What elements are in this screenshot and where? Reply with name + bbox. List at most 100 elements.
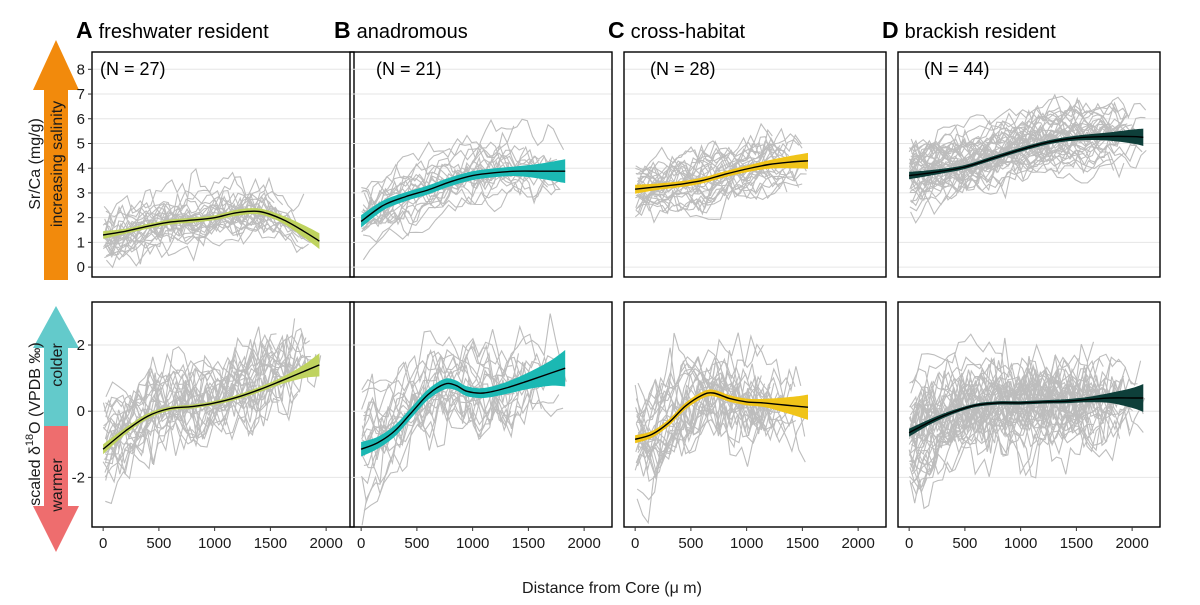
individual-trace bbox=[911, 96, 1147, 153]
individual-traces bbox=[102, 167, 311, 269]
x-tick-label: 0 bbox=[99, 535, 107, 552]
individual-trace bbox=[911, 106, 1128, 158]
n-count-label: (N = 27) bbox=[100, 59, 166, 79]
individual-trace bbox=[363, 149, 552, 224]
individual-trace bbox=[634, 134, 802, 190]
individual-trace bbox=[102, 176, 305, 228]
x-tick-label: 1000 bbox=[198, 535, 231, 552]
y-tick-label: 0 bbox=[77, 403, 85, 420]
individual-trace bbox=[911, 375, 1076, 484]
x-tick-label: 500 bbox=[404, 535, 429, 552]
individual-trace bbox=[104, 205, 297, 256]
individual-trace bbox=[104, 350, 299, 478]
panel-b-srca: (N = 21) bbox=[349, 51, 613, 278]
y-tick-label: 2 bbox=[77, 337, 85, 354]
panel-frame bbox=[91, 301, 355, 528]
individual-trace bbox=[636, 367, 792, 443]
y-tick-label: 8 bbox=[77, 61, 85, 78]
individual-trace bbox=[909, 363, 1125, 440]
n-count-label: (N = 44) bbox=[924, 59, 990, 79]
confidence-ribbon bbox=[361, 350, 566, 457]
individual-trace bbox=[104, 355, 296, 475]
confidence-ribbon bbox=[361, 159, 566, 228]
individual-trace bbox=[908, 113, 1076, 155]
x-tick-label: 2000 bbox=[309, 535, 342, 552]
x-tick-label: 500 bbox=[146, 535, 171, 552]
individual-trace bbox=[361, 118, 565, 190]
panel-letter: C bbox=[608, 17, 625, 43]
y-tick-label: 5 bbox=[77, 135, 85, 152]
individual-trace bbox=[635, 167, 764, 204]
x-tick-label: 2000 bbox=[567, 535, 600, 552]
individual-trace bbox=[361, 167, 548, 225]
x-tick-label: 1500 bbox=[254, 535, 287, 552]
panel-letter: B bbox=[334, 17, 351, 43]
y-tick-label: 4 bbox=[77, 160, 85, 177]
y-tick-label: 1 bbox=[77, 234, 85, 251]
y-tick-label: 3 bbox=[77, 185, 85, 202]
panel-frame bbox=[91, 51, 355, 278]
individual-trace bbox=[105, 190, 271, 227]
individual-trace bbox=[638, 133, 803, 174]
individual-trace bbox=[910, 95, 1076, 158]
individual-trace bbox=[636, 377, 771, 433]
individual-trace bbox=[910, 102, 1126, 166]
individual-trace bbox=[363, 144, 532, 216]
individual-trace bbox=[105, 326, 298, 455]
individual-trace bbox=[363, 160, 516, 219]
individual-trace bbox=[105, 198, 309, 245]
mean-trend-line bbox=[360, 170, 566, 222]
warmer-arrow-head bbox=[33, 506, 79, 552]
individual-trace bbox=[909, 356, 1122, 444]
panel-letter: A bbox=[76, 17, 93, 43]
left-arrows: increasing salinity colder warmer Sr/Ca … bbox=[24, 40, 79, 552]
panel-frame bbox=[349, 51, 613, 278]
panel-d-srca: (N = 44) bbox=[897, 51, 1161, 278]
y-axis-title-d18o: scaled δ18O (VPDB ‰) bbox=[24, 342, 44, 505]
x-tick-label: 0 bbox=[905, 535, 913, 552]
panel-frame bbox=[623, 51, 887, 278]
individual-trace bbox=[361, 339, 543, 430]
x-axis-title: Distance from Core (μ m) bbox=[522, 580, 702, 597]
x-tick-label: 0 bbox=[631, 535, 639, 552]
x-tick-label: 2000 bbox=[1115, 535, 1148, 552]
individual-trace bbox=[361, 125, 515, 207]
y-tick-label: 6 bbox=[77, 111, 85, 128]
x-tick-label: 1000 bbox=[1004, 535, 1037, 552]
individual-trace bbox=[909, 128, 1147, 190]
x-tick-label: 1500 bbox=[1060, 535, 1093, 552]
individual-trace bbox=[363, 329, 523, 421]
individual-trace bbox=[362, 173, 561, 261]
mean-trend-line bbox=[634, 392, 809, 440]
x-tick-label: 1000 bbox=[456, 535, 489, 552]
colder-arrow-label: colder bbox=[49, 343, 66, 387]
individual-trace bbox=[909, 380, 1144, 483]
individual-trace bbox=[909, 343, 1138, 416]
y-axis-title-d18o-prefix: scaled δ bbox=[27, 446, 44, 506]
panel-title-text: cross-habitat bbox=[631, 21, 746, 43]
panel-frame bbox=[349, 301, 613, 528]
individual-trace bbox=[909, 333, 1095, 414]
individual-trace bbox=[637, 403, 765, 460]
individual-trace bbox=[911, 369, 1105, 425]
individual-trace bbox=[636, 136, 800, 186]
panel-frame bbox=[623, 301, 887, 528]
individual-trace bbox=[638, 156, 777, 200]
panel-d-d18o: 0 500 1000 1500 2000 bbox=[897, 301, 1161, 552]
mean-trend-line bbox=[635, 160, 809, 190]
salinity-arrow-label: increasing salinity bbox=[49, 101, 66, 227]
confidence-ribbon bbox=[103, 208, 320, 250]
individual-trace bbox=[636, 395, 794, 525]
y-tick-label: -2 bbox=[72, 469, 85, 486]
individual-trace bbox=[635, 383, 806, 480]
individual-trace bbox=[637, 371, 806, 477]
confidence-ribbon bbox=[635, 152, 808, 194]
x-tick-label: 1500 bbox=[512, 535, 545, 552]
panel-a-srca: 0 1 2 3 4 5 6 7 8 (N = 27) bbox=[77, 51, 355, 278]
